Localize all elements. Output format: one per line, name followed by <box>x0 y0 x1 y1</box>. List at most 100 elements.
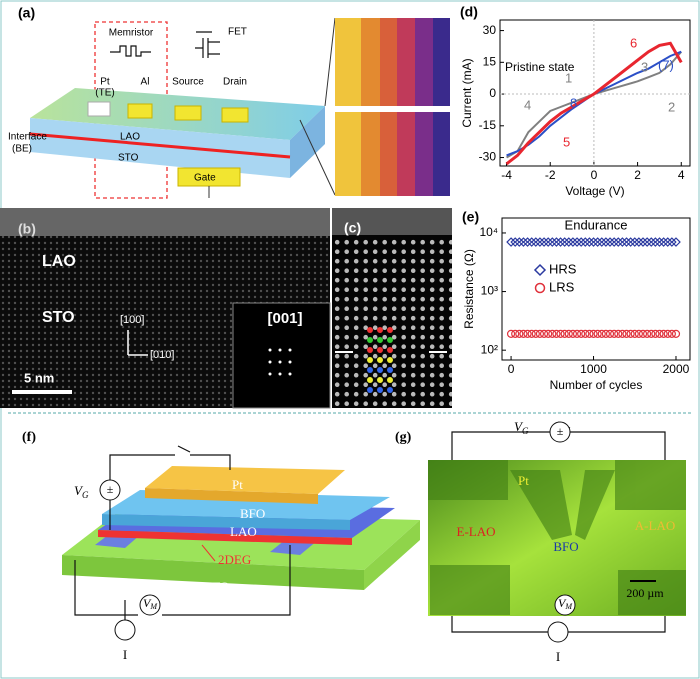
sto-front <box>62 555 364 590</box>
point <box>596 237 607 247</box>
legend-marker <box>533 263 547 277</box>
text: LAO <box>42 253 76 270</box>
memristor-symbol <box>110 45 151 57</box>
point <box>506 237 516 247</box>
point <box>654 237 665 247</box>
point <box>667 329 676 338</box>
text: Drain <box>223 77 247 88</box>
text: 2DEG <box>218 552 251 567</box>
panel-label: (d) <box>460 4 478 20</box>
source <box>549 421 571 443</box>
point <box>543 237 554 247</box>
point <box>522 237 533 247</box>
point <box>560 329 569 338</box>
pt-layer <box>145 466 345 494</box>
point <box>671 237 681 247</box>
text: STO <box>42 309 75 326</box>
point <box>547 237 558 247</box>
point <box>601 329 610 338</box>
text: Source <box>172 77 204 88</box>
text: I <box>123 647 127 662</box>
point <box>568 329 578 338</box>
text: I <box>556 649 560 664</box>
point <box>650 237 661 247</box>
iv-curve <box>506 51 683 159</box>
sto-side <box>364 520 420 590</box>
ammeter <box>114 619 136 641</box>
surface <box>332 208 452 235</box>
inset <box>232 302 331 409</box>
text: Pt <box>232 477 243 492</box>
point <box>518 237 529 247</box>
text: Pt <box>100 77 110 88</box>
text: LAO <box>230 524 257 539</box>
point <box>530 237 541 247</box>
symbol: ± <box>557 424 564 438</box>
bfo-front <box>102 514 350 530</box>
legend-marker <box>534 282 546 294</box>
point <box>638 237 648 247</box>
point <box>614 329 623 338</box>
point <box>589 329 598 338</box>
panel-f: (f) Pt BFO LAO 2DEG STO ± VG VM I <box>22 430 420 662</box>
text: Gate <box>194 173 216 184</box>
text: FET <box>228 27 247 38</box>
y-tick-label: 30 <box>483 23 497 37</box>
x-tick-label: -2 <box>545 168 556 182</box>
y-tick-label: 15 <box>483 54 497 68</box>
panel-c: (c) <box>332 208 452 408</box>
sweep-label: 3 <box>641 59 648 74</box>
x-tick-label: -4 <box>501 168 512 182</box>
point <box>572 329 582 338</box>
point <box>581 329 590 338</box>
text: Interface <box>8 132 47 143</box>
text: (TE) <box>95 88 114 99</box>
point <box>643 329 652 338</box>
point <box>563 237 574 247</box>
sweep-label: 5 <box>563 134 570 149</box>
electrodes <box>428 460 686 615</box>
point <box>572 237 582 247</box>
text: [100] <box>120 314 144 326</box>
x-axis-label: Voltage (V) <box>565 184 624 198</box>
point <box>609 237 619 247</box>
panel-label: (g) <box>395 430 412 445</box>
panel-label: (c) <box>344 220 361 236</box>
pad <box>127 103 153 119</box>
point <box>576 237 587 247</box>
point <box>519 329 528 338</box>
point <box>510 237 521 247</box>
text: STO <box>118 153 139 164</box>
point <box>613 237 624 247</box>
point <box>671 329 681 338</box>
point <box>662 237 673 247</box>
y-axis-label: Current (mA) <box>460 58 474 127</box>
point <box>584 237 595 247</box>
point <box>551 237 562 247</box>
2deg-layer <box>98 530 352 545</box>
point <box>617 237 628 247</box>
point <box>646 237 657 247</box>
ammeter <box>547 621 569 643</box>
circuit <box>74 445 291 640</box>
text: [010] <box>150 349 174 361</box>
pt-front <box>145 488 318 504</box>
y-tick-label: -15 <box>479 118 497 132</box>
text: [001] <box>267 310 302 327</box>
point <box>626 329 635 338</box>
sweep-label: 1 <box>565 70 572 85</box>
sweep-label: 8 <box>570 95 577 110</box>
point <box>539 237 549 247</box>
point <box>555 237 566 247</box>
point <box>585 329 594 338</box>
point <box>634 237 644 247</box>
colored-atoms <box>367 327 393 393</box>
point <box>655 329 664 338</box>
point <box>658 237 669 247</box>
point <box>622 329 631 338</box>
scale-bar <box>630 580 656 582</box>
panel-label: (a) <box>18 5 35 21</box>
y-tick-label: 10⁴ <box>479 225 498 239</box>
point <box>511 329 520 338</box>
arrow <box>201 544 216 562</box>
